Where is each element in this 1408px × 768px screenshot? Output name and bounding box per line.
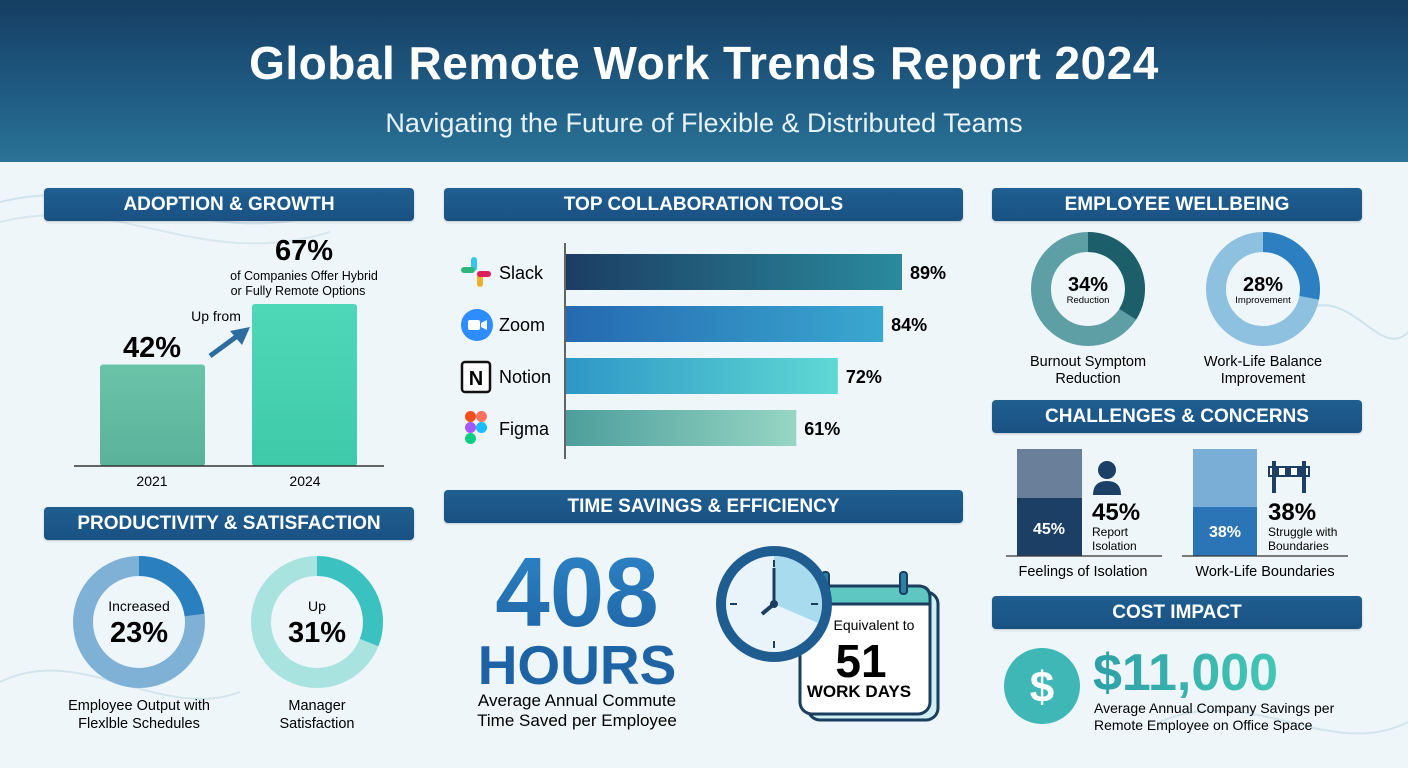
- equivalent-label: Equivalent to: [834, 617, 915, 633]
- section-title-adoption: ADOPTION & GROWTH: [44, 188, 414, 221]
- adoption-chart: 2021 2024 42% Up from 67% of Companies O…: [74, 235, 384, 489]
- donut-burnout-arc: [1087, 232, 1145, 320]
- donut-manager-arc: [316, 556, 383, 647]
- notion-icon: N: [460, 360, 492, 394]
- isolation-text-1: Report: [1092, 525, 1129, 539]
- donut-manager-satisfaction: [251, 556, 383, 688]
- figma-icon: [465, 411, 487, 444]
- svg-text:N: N: [469, 368, 483, 390]
- boundaries-text-1: Struggle with: [1268, 525, 1337, 539]
- wlb-value: 28%: [1243, 274, 1283, 296]
- boundaries-value: 38%: [1268, 499, 1316, 526]
- tool-bar-figma: [566, 410, 797, 446]
- output-prefix: Increased: [108, 598, 169, 614]
- section-title-wellbeing: EMPLOYEE WELLBEING: [992, 188, 1362, 221]
- donut-output-arc: [138, 556, 205, 617]
- donut-wlb-arc: [1262, 232, 1320, 300]
- manager-value: 31%: [288, 617, 346, 649]
- barrier-icon: [1268, 461, 1310, 493]
- section-title-time: TIME SAVINGS & EFFICIENCY: [444, 490, 963, 523]
- isolation-caption: Feelings of Isolation: [1019, 564, 1148, 580]
- hours-unit: HOURS: [478, 634, 677, 696]
- burnout-caption-1: Burnout Symptom: [1030, 354, 1146, 370]
- wlb-caption-1: Work-Life Balance: [1204, 354, 1322, 370]
- tool-value-figma: 61%: [804, 419, 840, 439]
- wlb-caption-2: Improvement: [1221, 371, 1306, 387]
- tool-value-notion: 72%: [846, 367, 882, 387]
- section-title-challenges: CHALLENGES & CONCERNS: [992, 400, 1362, 433]
- wellbeing-donuts: 34% Reduction Burnout Symptom Reduction …: [1030, 232, 1322, 387]
- tool-bar-slack: [566, 254, 902, 290]
- work-days-label: WORK DAYS: [807, 682, 911, 701]
- challenges-chart: 45% 45% Report Isolation Feelings of Iso…: [1006, 449, 1348, 580]
- label-2021-value: 42%: [123, 332, 181, 364]
- up-from-label: Up from: [191, 308, 241, 324]
- section-title-productivity: PRODUCTIVITY & SATISFACTION: [44, 507, 414, 540]
- dollar-symbol: $: [1030, 663, 1054, 712]
- calendar-icon: [798, 571, 940, 722]
- manager-prefix: Up: [308, 598, 326, 614]
- burnout-value: 34%: [1068, 274, 1108, 296]
- manager-caption-2: Satisfaction: [280, 716, 355, 732]
- boundaries-bar-label: 38%: [1209, 524, 1241, 541]
- tool-value-slack: 89%: [910, 263, 946, 283]
- bar-2021: [100, 364, 205, 466]
- tool-bar-zoom: [566, 306, 884, 342]
- tool-label-figma: Figma: [499, 419, 550, 439]
- adoption-caption-2: or Fully Remote Options: [231, 284, 366, 298]
- tool-value-zoom: 84%: [891, 315, 927, 335]
- up-arrow-icon: [208, 327, 250, 359]
- tool-label-zoom: Zoom: [499, 315, 545, 335]
- adoption-caption-1: of Companies Offer Hybrid: [230, 269, 378, 283]
- bar-2024: [252, 304, 357, 466]
- time-savings: 408 HOURS Average Annual Commute Time Sa…: [477, 537, 940, 730]
- report-subtitle: Navigating the Future of Flexible & Dist…: [385, 108, 1023, 138]
- output-value: 23%: [110, 617, 168, 649]
- report-title: Global Remote Work Trends Report 2024: [249, 37, 1159, 89]
- donut-employee-output: [73, 556, 205, 688]
- time-caption-2: Time Saved per Employee: [477, 711, 677, 730]
- tool-label-notion: Notion: [499, 367, 551, 387]
- isolation-value: 45%: [1092, 499, 1140, 526]
- work-days-number: 51: [835, 635, 886, 687]
- section-title-tools: TOP COLLABORATION TOOLS: [444, 188, 963, 221]
- boundaries-text-2: Boundaries: [1268, 539, 1329, 553]
- section-title-cost: COST IMPACT: [992, 596, 1362, 629]
- tool-label-slack: Slack: [499, 263, 544, 283]
- isolation-bar-label: 45%: [1033, 521, 1065, 538]
- person-icon: [1093, 461, 1121, 495]
- output-caption-1: Employee Output with: [68, 698, 210, 714]
- tools-chart: Slack 89% Zoom 84% Notion 72% Figma 61% N: [460, 243, 946, 459]
- slack-icon: [461, 257, 491, 287]
- time-caption-1: Average Annual Commute: [478, 691, 676, 710]
- report-header: Global Remote Work Trends Report 2024 Na…: [0, 0, 1408, 162]
- boundaries-bar-fill: [1193, 507, 1257, 556]
- manager-caption-1: Manager: [288, 698, 345, 714]
- isolation-text-2: Isolation: [1092, 539, 1137, 553]
- output-caption-2: Flexlble Schedules: [78, 716, 200, 732]
- donut-burnout: [1031, 232, 1145, 346]
- donut-work-life-balance: [1206, 232, 1320, 346]
- isolation-bar-fill: [1017, 498, 1082, 556]
- cost-caption-2: Remote Employee on Office Space: [1094, 717, 1313, 733]
- adoption-big-value: 67%: [275, 235, 333, 267]
- cost-caption-1: Average Annual Company Savings per: [1094, 700, 1335, 716]
- productivity-donuts: Increased 23% Employee Output with Flexl…: [68, 556, 383, 732]
- tool-bar-notion: [566, 358, 838, 394]
- burnout-caption-2: Reduction: [1055, 371, 1120, 387]
- cost-value: $11,000: [1093, 644, 1278, 702]
- clock-icon: [716, 546, 832, 662]
- zoom-icon: [461, 309, 493, 341]
- tick-label-2021: 2021: [136, 473, 167, 489]
- wlb-inner: Improvement: [1235, 295, 1291, 306]
- tick-label-2024: 2024: [289, 473, 320, 489]
- boundaries-caption: Work-Life Boundaries: [1195, 564, 1334, 580]
- hours-number: 408: [495, 537, 659, 647]
- cost-impact: $ $11,000 Average Annual Company Savings…: [1004, 644, 1335, 733]
- dollar-icon: [1004, 648, 1080, 724]
- burnout-inner: Reduction: [1067, 295, 1110, 306]
